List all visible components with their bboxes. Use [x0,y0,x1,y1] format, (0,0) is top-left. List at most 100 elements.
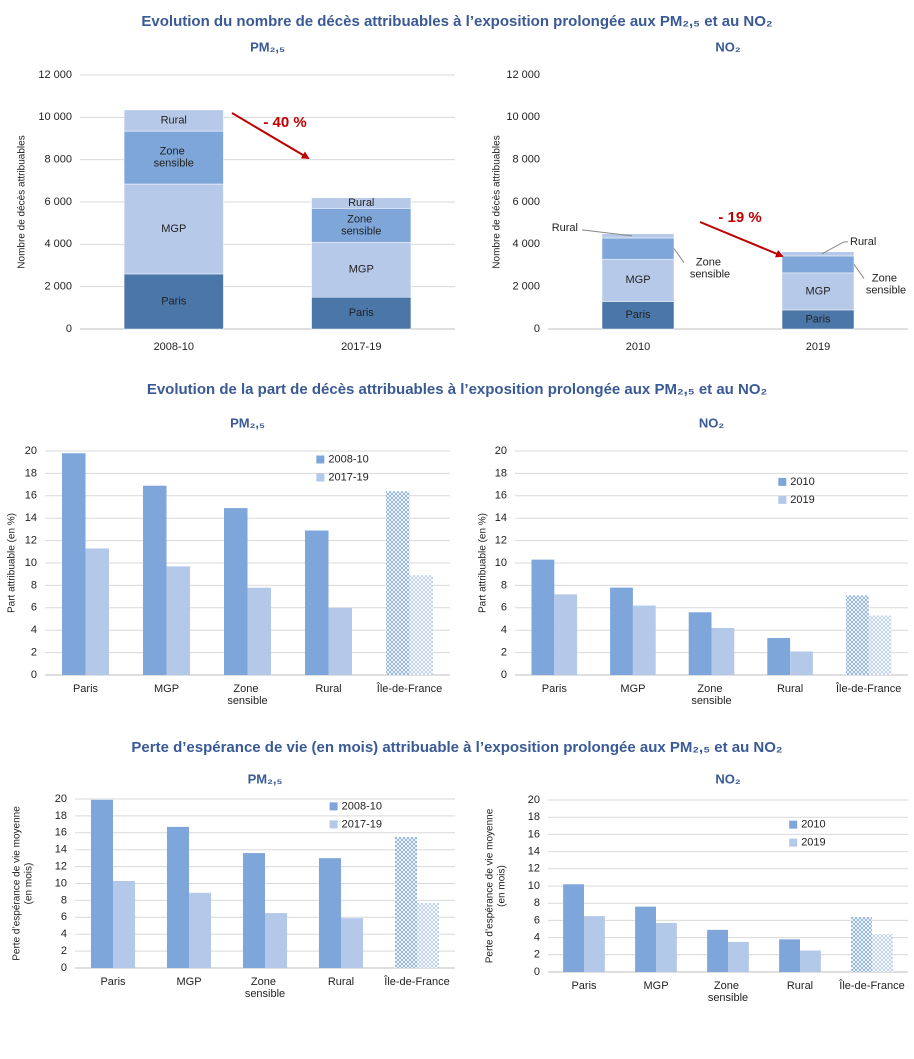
x-tick-label: 2008-10 [154,341,194,353]
y-tick-label: 16 [25,490,37,502]
y-tick-label: 4 000 [512,238,540,250]
segment-label: Zone sensible [341,213,381,237]
legend-label: 2008-10 [342,800,382,812]
bar [318,858,341,968]
y-tick-label: 14 [528,846,540,858]
y-tick-label: 0 [501,669,507,681]
legend-swatch [789,820,798,829]
y-tick-label: 12 [25,535,37,547]
y-tick-label: 6 000 [512,196,540,208]
x-tick-label: Zone sensible [227,683,267,707]
segment-label: MGP [625,274,650,286]
x-tick-label: Rural [787,980,813,992]
x-tick-label: Zone sensible [245,976,285,1000]
legend-label: 2008-10 [328,453,368,465]
y-tick-label: 20 [25,445,37,457]
bar-segment [781,255,855,274]
bar [851,916,872,972]
y-tick-label: 8 [501,579,507,591]
y-tick-label: 10 [495,557,507,569]
y-tick-label: 0 [61,962,67,974]
y-axis-label: Nombre de décès attribuables [492,135,503,268]
y-tick-label: 16 [528,828,540,840]
chart-title: PM₂,₅ [248,771,283,786]
y-tick-label: 12 000 [506,69,540,81]
leader-line [821,241,848,255]
x-tick-label: 2010 [626,341,650,353]
x-tick-label: Île-de-France [835,682,901,695]
leader-line [673,248,685,263]
bar-segment [123,273,224,330]
legend-swatch [316,455,325,464]
y-tick-label: 2 000 [44,281,72,293]
legend-swatch [778,477,787,486]
segment-label: Rural [552,222,578,234]
y-tick-label: 6 [61,911,67,923]
segment-label: Zone sensible [866,272,906,296]
y-tick-label: 6 [534,914,540,926]
bar [688,612,712,675]
bar [872,934,893,972]
legend-swatch [329,802,338,811]
x-tick-label: Zone sensible [691,683,731,707]
bar [417,902,440,968]
y-tick-label: 0 [534,966,540,978]
y-tick-label: 6 [31,602,37,614]
legend-label: 2019 [790,494,814,506]
x-tick-label: Île-de-France [838,979,904,992]
bar [113,880,136,968]
bar [800,950,821,972]
x-tick-label: MGP [620,683,645,695]
x-tick-label: Paris [571,980,597,992]
bar [166,566,190,675]
bar-segment [123,109,224,132]
y-tick-label: 20 [495,445,507,457]
y-tick-label: 8 000 [512,154,540,166]
bar [90,799,113,968]
bar [224,508,248,675]
segment-label: Rural [348,197,374,209]
y-tick-label: 4 [31,624,37,636]
bar [394,837,417,968]
bar-segment [123,130,224,185]
y-tick-label: 2 [31,647,37,659]
y-tick-label: 20 [55,793,67,805]
bar [728,941,749,972]
bar-segment [601,233,675,239]
bar [189,892,212,968]
y-tick-label: 16 [495,490,507,502]
x-tick-label: Paris [73,683,99,695]
x-tick-label: MGP [176,976,201,988]
y-tick-label: 10 [528,880,540,892]
x-tick-label: Rural [328,976,354,988]
segment-label: Paris [625,309,651,321]
chart-title: NO₂ [715,771,741,786]
y-tick-label: 12 000 [38,69,72,81]
x-tick-label: Paris [542,683,568,695]
bar [656,922,677,972]
y-tick-label: 2 [61,945,67,957]
legend-label: 2010 [790,476,814,488]
bar-segment [601,301,675,330]
y-tick-label: 6 [501,602,507,614]
legend-swatch [778,495,787,504]
legend-swatch [789,838,798,847]
bar [779,939,800,972]
y-axis-label: Nombre de décès attribuables [17,135,28,268]
y-tick-label: 4 [534,932,540,944]
y-tick-label: 14 [55,844,67,856]
bar-segment [781,272,855,311]
legend-label: 2019 [801,837,825,849]
bar [554,594,578,675]
section-title: Evolution de la part de décès attribuabl… [147,381,767,398]
bar [767,638,791,675]
bar [62,453,86,675]
x-tick-label: MGP [643,980,668,992]
y-tick-label: 18 [55,810,67,822]
bar [632,605,656,675]
bar [563,884,584,972]
bar-segment [311,208,412,243]
y-tick-label: 12 [55,861,67,873]
y-tick-label: 10 000 [38,111,72,123]
